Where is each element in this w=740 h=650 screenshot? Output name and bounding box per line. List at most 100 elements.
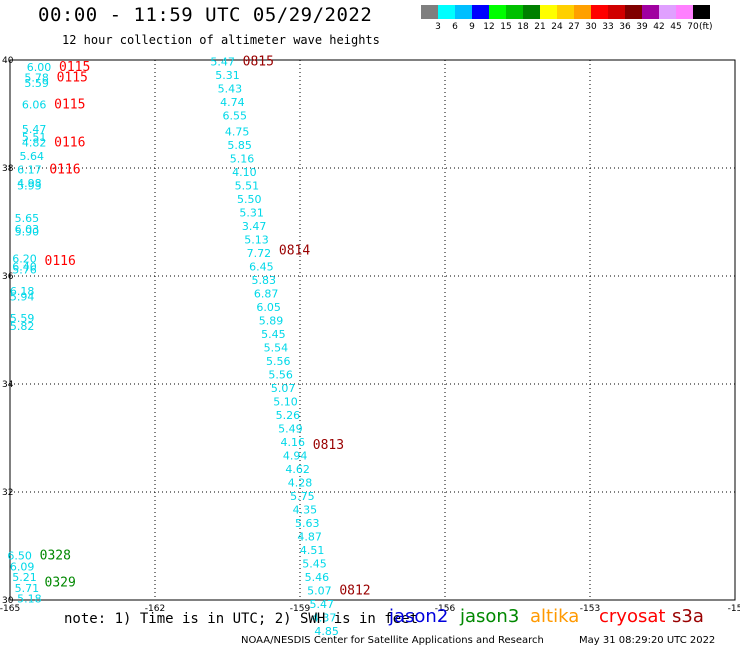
y-tick-label: 40 <box>2 56 14 66</box>
swh-value-label: 5.64 <box>20 150 45 163</box>
swh-value-label: 6.00 <box>27 61 52 74</box>
swh-value-label: 5.49 <box>278 423 303 436</box>
swh-value-label: 5.65 <box>15 212 40 225</box>
swh-value-label: 4.10 <box>232 166 257 179</box>
swh-value-label: 4.37 <box>312 612 337 625</box>
x-tick-label: -159 <box>290 604 311 614</box>
legend-label: 27 <box>568 22 580 32</box>
footer-note: note: 1) Time is in UTC; 2) SWH is in fe… <box>64 611 419 627</box>
swh-value-label: 5.63 <box>295 517 320 530</box>
swh-value-label: 6.09 <box>10 560 35 573</box>
swh-value-label: 5.90 <box>15 226 40 239</box>
map-frame <box>9 59 736 601</box>
swh-value-label: 5.51 <box>235 180 260 193</box>
swh-value-label: 5.76 <box>12 263 37 276</box>
swh-value-label: 5.21 <box>12 571 37 584</box>
swh-value-label: 5.47 <box>310 598 335 611</box>
swh-value-label: 6.20 <box>12 253 37 266</box>
satellite-s3a-label: s3a <box>672 606 704 627</box>
legend-label: 39 <box>636 22 648 32</box>
satellite-cryosat-label: cryosat <box>599 606 666 627</box>
satellite-altika-label: altika <box>530 606 580 627</box>
legend-swatch <box>523 5 540 19</box>
swh-value-label: 5.31 <box>239 207 264 220</box>
legend-label: 24 <box>551 22 563 32</box>
legend-unit: (ft) <box>699 22 713 32</box>
legend-label: 18 <box>517 22 529 32</box>
legend-swatch <box>591 5 608 19</box>
legend-label: 9 <box>469 22 475 32</box>
legend-label: 70 <box>687 22 699 32</box>
swh-value-label: 5.18 <box>17 593 42 606</box>
legend-label: 45 <box>670 22 682 32</box>
swh-value-label: 5.47 <box>210 55 235 68</box>
footer-generated-date: May 31 08:29:20 UTC 2022 <box>579 635 716 646</box>
legend-label: 3 <box>435 22 441 32</box>
swh-value-label: 6.40 <box>12 261 37 274</box>
swh-value-label: 5.59 <box>10 312 35 325</box>
swh-value-label: 5.13 <box>244 234 269 247</box>
pass-time-label: 0115 <box>54 98 85 113</box>
legend-swatch <box>642 5 659 19</box>
pass-time-label: 0115 <box>59 60 90 75</box>
legend-swatch <box>557 5 574 19</box>
swh-value-label: 4.74 <box>220 96 245 109</box>
swh-value-label: 4.82 <box>22 136 47 149</box>
swh-value-label: 5.82 <box>10 320 35 333</box>
swh-value-label: 6.45 <box>249 261 274 274</box>
swh-value-label: 6.03 <box>15 223 40 236</box>
legend-label: 42 <box>653 22 665 32</box>
pass-time-label: 0329 <box>45 576 76 591</box>
swh-value-label: 5.51 <box>22 131 47 144</box>
swh-value-label: 7.72 <box>247 247 272 260</box>
swh-value-label: 6.87 <box>254 288 279 301</box>
swh-value-label: 5.94 <box>10 290 35 303</box>
satellite-jason2-label: jason2 <box>389 606 449 627</box>
pass-time-label: 0116 <box>45 254 76 269</box>
swh-value-label: 5.45 <box>261 328 286 341</box>
legend-label: 33 <box>602 22 614 32</box>
legend-label: 36 <box>619 22 631 32</box>
swh-value-label: 5.78 <box>24 72 49 85</box>
pass-time-label: 0812 <box>339 584 370 599</box>
swh-value-label: 3.47 <box>242 220 267 233</box>
legend-swatch <box>693 5 710 19</box>
pass-time-label: 0813 <box>313 438 344 453</box>
swh-value-label: 6.17 <box>17 163 42 176</box>
legend-swatch <box>574 5 591 19</box>
swh-value-label: 5.54 <box>264 342 289 355</box>
swh-value-label: 6.55 <box>223 109 248 122</box>
swh-value-label: 5.07 <box>271 382 296 395</box>
pass-time-label: 0814 <box>279 243 310 258</box>
footer-credit: NOAA/NESDIS Center for Satellite Applica… <box>241 635 544 646</box>
x-tick-label: -162 <box>145 604 165 614</box>
y-tick-label: 36 <box>2 272 14 282</box>
legend-swatch <box>506 5 523 19</box>
swh-value-label: 5.85 <box>227 139 252 152</box>
swh-value-label: 4.51 <box>300 544 325 557</box>
pass-time-label: 0815 <box>243 54 274 69</box>
swh-value-label: 5.26 <box>276 409 301 422</box>
swh-value-label: 4.28 <box>288 477 313 490</box>
y-tick-label: 32 <box>2 488 13 498</box>
swh-value-label: 5.50 <box>237 193 262 206</box>
legend-swatch <box>625 5 642 19</box>
pass-time-label: 0115 <box>57 71 88 86</box>
swh-value-label: 5.83 <box>252 274 277 287</box>
legend-swatch <box>540 5 557 19</box>
swh-value-label: 5.45 <box>302 558 327 571</box>
swh-value-label: 5.07 <box>307 585 332 598</box>
legend-swatch <box>438 5 455 19</box>
legend-swatch <box>421 5 438 19</box>
legend-label: 6 <box>452 22 458 32</box>
swh-value-label: 6.18 <box>10 285 35 298</box>
legend-swatch <box>455 5 472 19</box>
swh-value-label: 4.62 <box>285 463 310 476</box>
map-subtitle: 12 hour collection of altimeter wave hei… <box>62 33 380 47</box>
swh-value-label: 5.75 <box>290 490 315 503</box>
y-tick-label: 30 <box>2 596 14 606</box>
x-tick-label: -165 <box>0 604 20 614</box>
swh-value-label: 6.50 <box>7 550 32 563</box>
swh-value-label: 4.98 <box>17 177 42 190</box>
